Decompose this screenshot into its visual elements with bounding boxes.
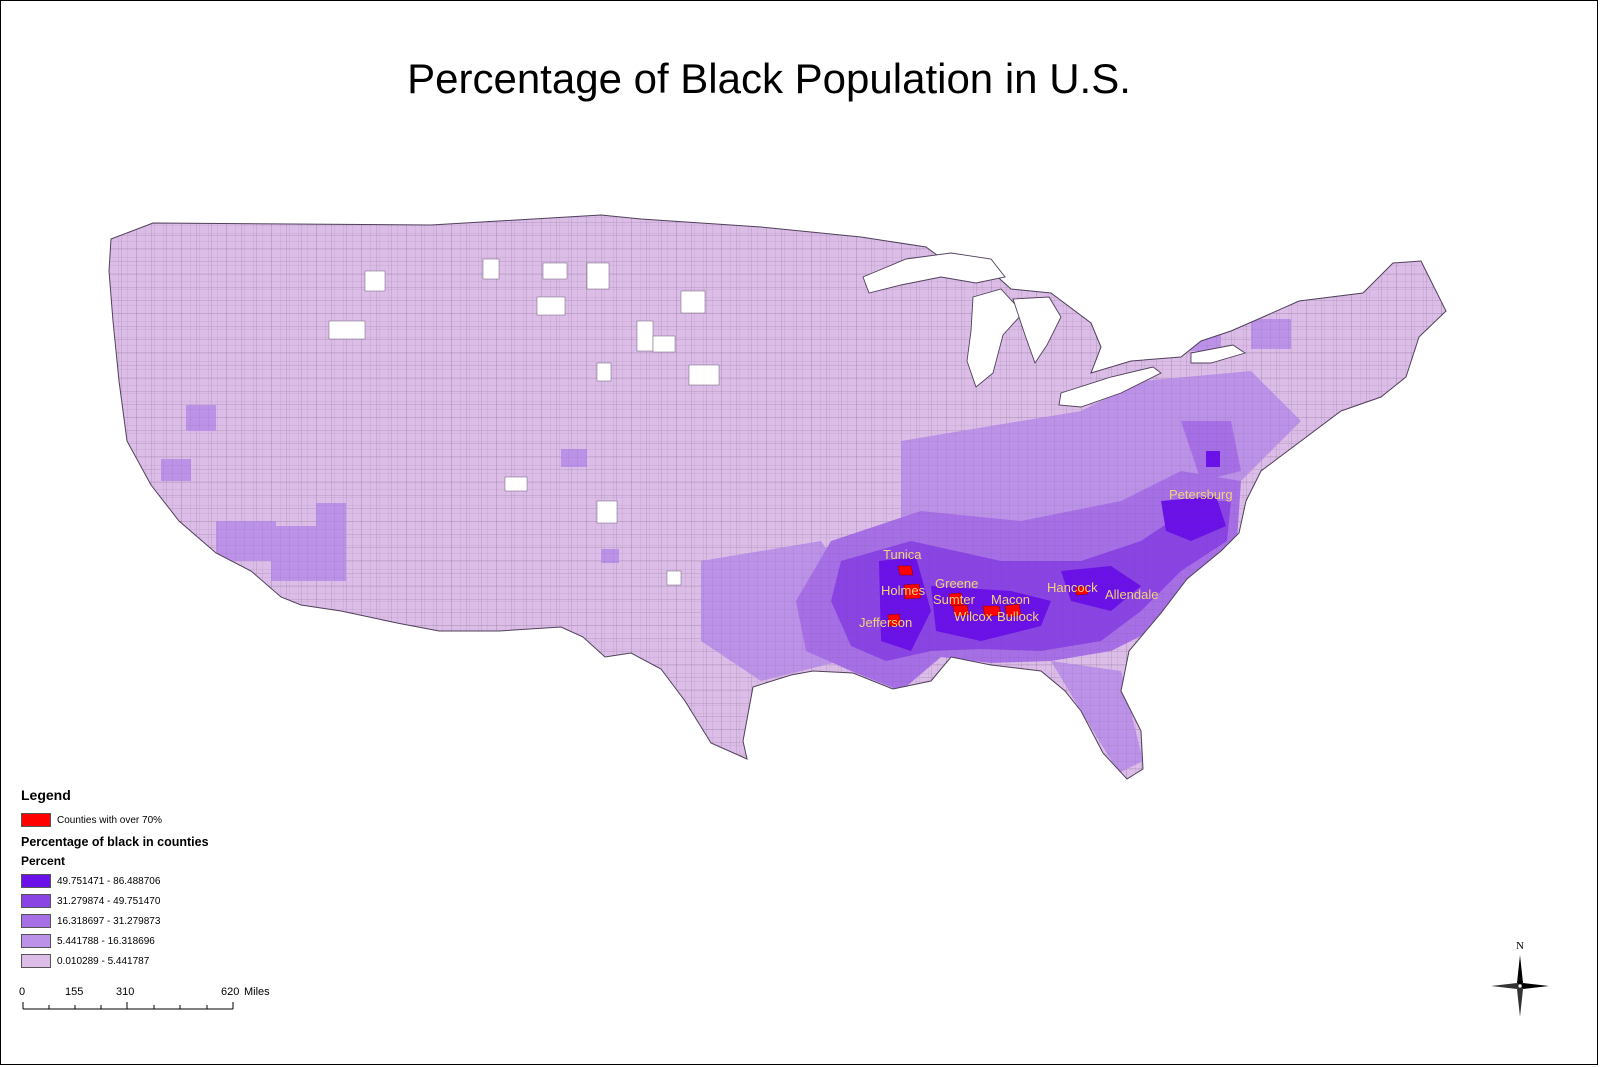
legend-swatch-class-1 bbox=[21, 874, 51, 888]
label-holmes: Holmes bbox=[881, 583, 926, 598]
legend-class-row: 16.318697 - 31.279873 bbox=[21, 911, 209, 931]
legend-class-label: 0.010289 - 5.441787 bbox=[57, 955, 150, 967]
legend-highlight-label: Counties with over 70% bbox=[57, 814, 163, 826]
county-labels: Tunica Holmes Greene Sumter Macon Jeffer… bbox=[859, 487, 1233, 630]
legend-swatch-highlight bbox=[21, 813, 51, 827]
legend-class-label: 16.318697 - 31.279873 bbox=[57, 915, 161, 927]
north-label: N bbox=[1516, 940, 1524, 952]
scale-tick-310: 310 bbox=[116, 986, 134, 998]
legend-heading: Legend bbox=[21, 787, 71, 803]
label-hancock: Hancock bbox=[1047, 580, 1098, 595]
legend-swatch-class-5 bbox=[21, 954, 51, 968]
legend-class-row: 0.010289 - 5.441787 bbox=[21, 951, 209, 971]
label-bullock: Bullock bbox=[997, 609, 1039, 624]
highlight-counties bbox=[887, 565, 1089, 627]
label-macon: Macon bbox=[991, 592, 1030, 607]
scale-tick-155: 155 bbox=[65, 986, 83, 998]
scale-bar: 0 155 310 620 Miles bbox=[19, 986, 270, 1010]
label-petersburg: Petersburg bbox=[1169, 487, 1233, 502]
label-greene: Greene bbox=[935, 576, 978, 591]
legend-class-row: 5.441788 - 16.318696 bbox=[21, 931, 209, 951]
legend-class-row: 31.279874 - 49.751470 bbox=[21, 891, 209, 911]
label-sumter: Sumter bbox=[933, 592, 976, 607]
legend-swatch-class-2 bbox=[21, 894, 51, 908]
map-title: Percentage of Black Population in U.S. bbox=[407, 55, 1131, 102]
legend: Legend Counties with over 70% Percentage… bbox=[21, 787, 209, 971]
legend-class-row: 49.751471 - 86.488706 bbox=[21, 871, 209, 891]
county-choropleth bbox=[109, 215, 1446, 779]
north-arrow-icon: N bbox=[1491, 940, 1549, 1017]
scale-tick-0: 0 bbox=[19, 986, 25, 998]
legend-layer-title: Percentage of black in counties bbox=[21, 835, 209, 849]
legend-class-label: 5.441788 - 16.318696 bbox=[57, 935, 155, 947]
great-lakes bbox=[862, 252, 1247, 408]
scale-unit: Miles bbox=[244, 986, 270, 998]
legend-field-name: Percent bbox=[21, 854, 66, 868]
label-wilcox: Wilcox bbox=[954, 609, 993, 624]
legend-swatch-class-3 bbox=[21, 914, 51, 928]
scale-bar-line bbox=[22, 1002, 234, 1010]
label-tunica: Tunica bbox=[883, 547, 922, 562]
label-jefferson: Jefferson bbox=[859, 615, 912, 630]
scale-tick-620: 620 bbox=[221, 986, 239, 998]
legend-class-label: 31.279874 - 49.751470 bbox=[57, 895, 161, 907]
label-allendale: Allendale bbox=[1105, 587, 1159, 602]
legend-swatch-class-4 bbox=[21, 934, 51, 948]
legend-class-label: 49.751471 - 86.488706 bbox=[57, 875, 161, 887]
legend-highlight-row: Counties with over 70% bbox=[21, 810, 209, 830]
